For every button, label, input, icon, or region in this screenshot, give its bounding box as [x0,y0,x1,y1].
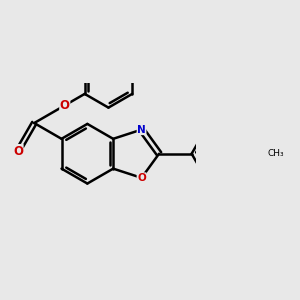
Text: N: N [137,124,146,135]
Text: CH₃: CH₃ [268,149,284,158]
Text: O: O [60,99,70,112]
Text: O: O [13,145,23,158]
Text: O: O [137,173,146,183]
